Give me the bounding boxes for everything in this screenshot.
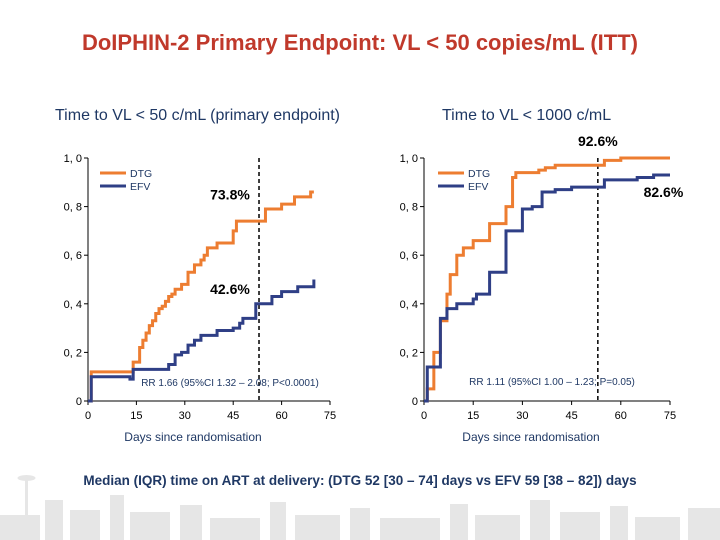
right-y-tick-label: 0, 8 [400, 202, 418, 214]
left-x-axis-label: Days since randomisation [124, 430, 261, 444]
right-x-tick-label: 75 [664, 410, 676, 422]
left-y-tick-label: 0, 2 [64, 347, 82, 359]
left-y-tick-label: 0, 6 [64, 250, 82, 262]
right-panel-title: Time to VL < 1000 c/mL [442, 107, 612, 124]
left-legend-label-efv: EFV [130, 181, 150, 193]
left-x-tick-label: 0 [85, 410, 91, 422]
left-series-dtg-line [88, 190, 314, 403]
right-x-tick-label: 45 [565, 410, 577, 422]
left-rr-annotation: RR 1.66 (95%CI 1.32 – 2.08; P<0.0001) [141, 378, 319, 389]
right-y-tick-label: 0, 6 [400, 250, 418, 262]
right-legend-label-dtg: DTG [468, 168, 490, 180]
right-x-tick-label: 15 [467, 410, 479, 422]
left-legend-label-dtg: DTG [130, 168, 152, 180]
left-y-tick-label: 0, 4 [64, 299, 82, 311]
right-data-label: 92.6% [578, 133, 618, 149]
right-y-tick-label: 0 [412, 396, 418, 408]
left-x-tick-label: 60 [275, 410, 287, 422]
right-y-tick-label: 1, 0 [400, 153, 418, 165]
right-rr-annotation: RR 1.11 (95%CI 1.00 – 1.23; P=0.05) [469, 377, 635, 388]
right-data-label: 82.6% [644, 184, 684, 200]
left-series-efv-line [88, 279, 316, 403]
right-legend-label-efv: EFV [468, 181, 488, 193]
left-x-tick-label: 45 [227, 410, 239, 422]
city-skyline-decoration [0, 475, 720, 540]
right-series-efv-line [424, 173, 670, 403]
slide-title: DoIPHIN-2 Primary Endpoint: VL < 50 copi… [81, 30, 638, 55]
left-x-tick-label: 30 [179, 410, 191, 422]
left-y-tick-label: 0 [76, 396, 82, 408]
left-panel-title: Time to VL < 50 c/mL (primary endpoint) [55, 107, 340, 124]
left-data-label: 42.6% [210, 281, 250, 297]
right-series-dtg-line [424, 156, 670, 403]
right-y-tick-label: 0, 2 [400, 347, 418, 359]
left-x-tick-label: 75 [324, 410, 336, 422]
right-x-tick-label: 30 [516, 410, 528, 422]
right-y-tick-label: 0, 4 [400, 299, 418, 311]
left-y-tick-label: 1, 0 [64, 153, 82, 165]
left-x-tick-label: 15 [130, 410, 142, 422]
right-x-axis-label: Days since randomisation [462, 430, 599, 444]
left-data-label: 73.8% [210, 186, 250, 202]
left-y-tick-label: 0, 8 [64, 202, 82, 214]
right-x-tick-label: 60 [615, 410, 627, 422]
right-x-tick-label: 0 [421, 410, 427, 422]
footnote-median-iqr: Median (IQR) time on ART at delivery: (D… [83, 473, 637, 488]
